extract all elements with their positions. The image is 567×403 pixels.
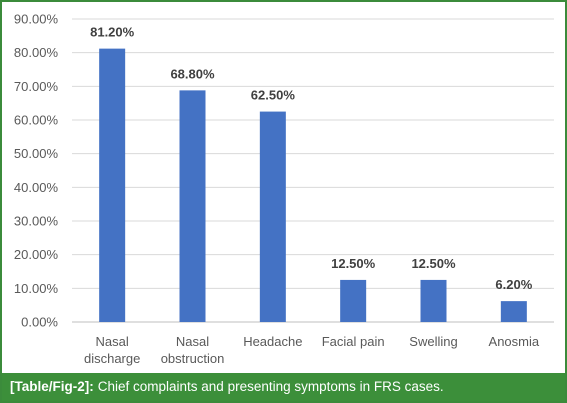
y-tick-label: 50.00%: [14, 146, 59, 161]
x-tick-label: Anosmia: [489, 334, 540, 349]
data-label: 6.20%: [495, 277, 532, 292]
caption-text: Chief complaints and presenting symptoms…: [97, 379, 444, 394]
bar: [259, 111, 286, 322]
y-tick-label: 20.00%: [14, 247, 59, 262]
bar: [420, 279, 447, 322]
x-tick-label: discharge: [84, 351, 140, 366]
y-tick-label: 40.00%: [14, 180, 59, 195]
y-tick-label: 60.00%: [14, 113, 59, 128]
bar: [99, 48, 126, 322]
y-tick-label: 90.00%: [14, 12, 59, 27]
x-tick-label: Nasal: [96, 334, 129, 349]
bar: [179, 90, 206, 322]
y-tick-label: 70.00%: [14, 79, 59, 94]
figure-caption: [Table/Fig-2]: Chief complaints and prese…: [2, 373, 565, 401]
x-tick-label: obstruction: [161, 351, 225, 366]
x-tick-label: Headache: [243, 334, 302, 349]
data-label: 68.80%: [170, 66, 215, 81]
x-tick-label: Facial pain: [322, 334, 385, 349]
y-tick-label: 80.00%: [14, 45, 59, 60]
y-tick-label: 30.00%: [14, 214, 59, 229]
data-label: 12.50%: [331, 256, 376, 271]
bar-chart: 0.00% 10.00% 20.00% 30.00% 40.00% 50.00% 60.00…: [14, 12, 554, 366]
data-label: 81.20%: [90, 25, 135, 40]
data-label: 12.50%: [411, 256, 456, 271]
bar: [500, 301, 527, 322]
bar: [340, 279, 367, 322]
y-tick-label: 0.00%: [21, 315, 58, 330]
caption-label: [Table/Fig-2]:: [10, 379, 94, 394]
x-tick-label: Nasal: [176, 334, 209, 349]
y-tick-label: 10.00%: [14, 281, 59, 296]
data-label: 62.50%: [251, 88, 296, 103]
x-tick-label: Swelling: [409, 334, 457, 349]
